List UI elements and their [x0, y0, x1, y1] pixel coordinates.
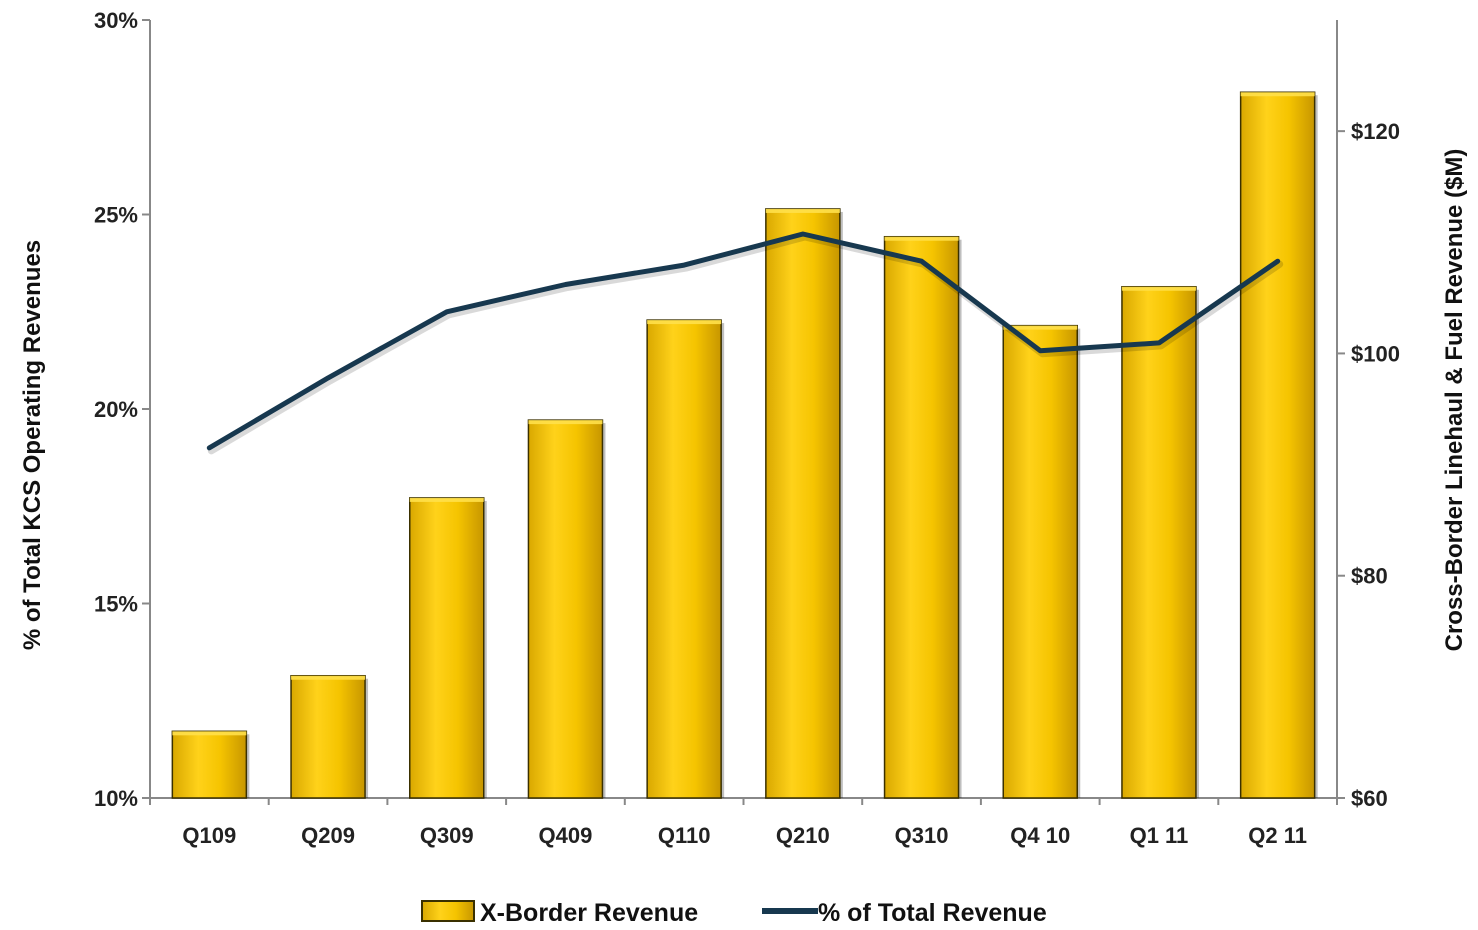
y-right-tick-label: $100 [1351, 341, 1400, 366]
bar-body [1239, 91, 1316, 799]
bar-top-bevel [1121, 286, 1196, 291]
bar [646, 319, 725, 799]
bar-series [171, 91, 1318, 799]
bar-top-bevel [528, 420, 603, 425]
bar [883, 235, 962, 799]
bar [290, 674, 369, 799]
legend-swatch-bar [421, 900, 475, 922]
bar [1239, 91, 1318, 799]
bar-body [409, 497, 485, 799]
bar [409, 497, 487, 799]
tick-labels: 10% 15% 20% 25% 30% $60 $80 $100 $120 Q109 Q209 Q30… [94, 8, 1400, 848]
bar-top-bevel [1240, 92, 1315, 97]
line-path [206, 231, 1281, 451]
x-tick-label: Q2 11 [1248, 823, 1307, 848]
x-tick-label: Q210 [776, 823, 830, 848]
x-tick-label: Q110 [658, 823, 711, 848]
legend: X-Border Revenue % of Total Revenue [421, 899, 1047, 927]
y-right-tick-label: $80 [1351, 564, 1388, 589]
bar-body [1121, 285, 1197, 799]
legend-label-bar: X-Border Revenue [480, 899, 698, 927]
y-left-tick-label: 15% [94, 592, 138, 617]
bar-body [883, 235, 960, 799]
bar-body [765, 208, 841, 799]
line-series [206, 231, 1284, 455]
y-right-tick-label: $120 [1351, 119, 1400, 144]
bar-body [290, 674, 366, 799]
y-axis-left-title: % of Total KCS Operating Revenues [19, 240, 46, 650]
y-left-tick-label: 25% [94, 203, 138, 228]
x-tick-label: Q209 [301, 823, 355, 848]
x-tick-label: Q309 [420, 823, 474, 848]
bar-body [646, 319, 722, 799]
bar-top-bevel [884, 236, 959, 241]
line-shadow [207, 233, 1284, 455]
bar-body [1002, 324, 1078, 799]
bar [527, 419, 606, 799]
y-axis-right-title: Cross-Border Linehaul & Fuel Revenue ($M… [1441, 149, 1468, 652]
y-left-tick-label: 10% [94, 786, 138, 811]
y-left-tick-label: 30% [94, 8, 138, 33]
bar [1002, 324, 1081, 799]
bar [765, 208, 843, 799]
y-right-tick-label: $60 [1351, 786, 1388, 811]
bar-top-bevel [1003, 325, 1078, 330]
bar [1121, 285, 1199, 799]
bar-top-bevel [765, 208, 840, 213]
bar-top-bevel [172, 731, 247, 736]
x-tick-label: Q310 [895, 823, 949, 848]
bar-body [171, 730, 248, 799]
y-left-tick-label: 20% [94, 397, 138, 422]
x-tick-label: Q4 10 [1010, 823, 1070, 848]
bar-top-bevel [291, 675, 366, 680]
x-tick-label: Q1 11 [1130, 823, 1189, 848]
bar-body [527, 419, 604, 799]
bar-top-bevel [409, 497, 484, 502]
x-tick-label: Q109 [182, 823, 236, 848]
legend-label-line: % of Total Revenue [818, 899, 1047, 927]
x-tick-label: Q409 [539, 823, 593, 848]
bar [171, 730, 250, 799]
bar-top-bevel [647, 320, 722, 325]
